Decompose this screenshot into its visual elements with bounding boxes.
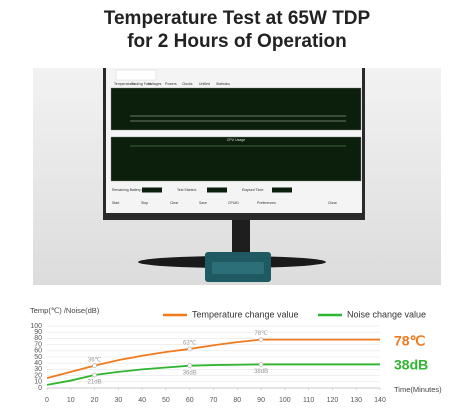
annotation: 78℃ <box>394 333 426 349</box>
y-tick-label: 90 <box>34 329 42 336</box>
title-line: for 2 Hours of Operation <box>127 31 347 52</box>
value-label: 36℃ <box>88 357 102 363</box>
sensor-graph <box>110 87 362 131</box>
x-tick-label: 30 <box>114 397 122 404</box>
x-axis-label: Time(Minutes) <box>394 385 442 394</box>
data-point <box>258 337 264 342</box>
x-tick-label: 10 <box>67 397 75 404</box>
x-tick-label: 60 <box>186 397 194 404</box>
y-tick-label: 20 <box>34 372 42 379</box>
x-tick-label: 20 <box>91 397 99 404</box>
y-tick-label: 50 <box>34 354 42 361</box>
legend-label: Temperature change value <box>192 309 299 319</box>
y-axis-label: Temp(℃) /Noise(dB) <box>30 306 100 315</box>
x-tick-label: 40 <box>138 397 146 404</box>
button-label: Save <box>199 201 207 205</box>
tab-label: Statistics <box>216 82 230 86</box>
x-tick-label: 130 <box>350 397 362 404</box>
checkbox-panel <box>115 69 157 81</box>
value-label: 21dB <box>88 380 102 386</box>
status-field <box>142 187 162 193</box>
button-label: Preferences <box>257 201 276 205</box>
status-label: Remaining Battery: <box>112 188 142 192</box>
x-tick-label: 70 <box>210 397 218 404</box>
tab-label: Voltages <box>148 82 162 86</box>
status-label: Elapsed Time: <box>242 188 264 192</box>
tab-label: Temperatures <box>114 82 136 86</box>
x-tick-label: 140 <box>374 397 386 404</box>
mini-pc-ports <box>212 262 264 274</box>
y-tick-label: 70 <box>34 341 42 348</box>
button-label: Start <box>112 201 119 205</box>
data-point <box>92 372 97 378</box>
usage-graph <box>110 136 362 182</box>
y-tick-label: 40 <box>34 360 42 367</box>
y-tick-label: 60 <box>34 348 42 355</box>
button-label: Clear <box>170 201 179 205</box>
series-line <box>46 363 380 386</box>
status-label: Test Started: <box>177 188 197 192</box>
monitor-neck <box>232 220 250 256</box>
data-point <box>92 363 97 368</box>
y-tick-label: 80 <box>34 335 42 342</box>
button-label: Close <box>328 201 337 205</box>
annotation: 38dB <box>394 357 428 373</box>
button-label: Stop <box>141 201 148 205</box>
series-line <box>46 338 380 379</box>
tab-label: Clocks <box>182 82 193 86</box>
graph-title: CPU Usage <box>227 138 246 142</box>
value-label: 63℃ <box>183 341 197 347</box>
tab-label: Unified <box>199 82 210 86</box>
value-label: 78℃ <box>254 331 268 337</box>
y-tick-label: 10 <box>34 379 42 386</box>
x-tick-label: 80 <box>233 397 241 404</box>
x-tick-label: 90 <box>257 397 265 404</box>
y-tick-label: 0 <box>38 385 42 392</box>
data-point <box>258 362 264 367</box>
x-tick-label: 0 <box>45 397 49 404</box>
y-tick-label: 100 <box>30 323 42 330</box>
tab-label: Cooling Fans <box>131 82 152 86</box>
x-tick-label: 50 <box>162 397 170 404</box>
x-tick-label: 120 <box>327 397 339 404</box>
tab-label: Powers <box>165 82 177 86</box>
legend-label: Noise change value <box>347 309 426 319</box>
y-tick-label: 30 <box>34 366 42 373</box>
title-line: Temperature Test at 65W TDP <box>104 8 371 29</box>
data-point <box>187 363 193 368</box>
status-field <box>272 187 292 193</box>
value-label: 36dB <box>183 370 197 376</box>
status-field <box>207 187 227 193</box>
x-tick-label: 100 <box>279 397 291 404</box>
button-label: CPUID <box>228 201 239 205</box>
x-tick-label: 110 <box>303 397 314 404</box>
data-point <box>187 346 193 352</box>
value-label: 38dB <box>254 369 268 375</box>
